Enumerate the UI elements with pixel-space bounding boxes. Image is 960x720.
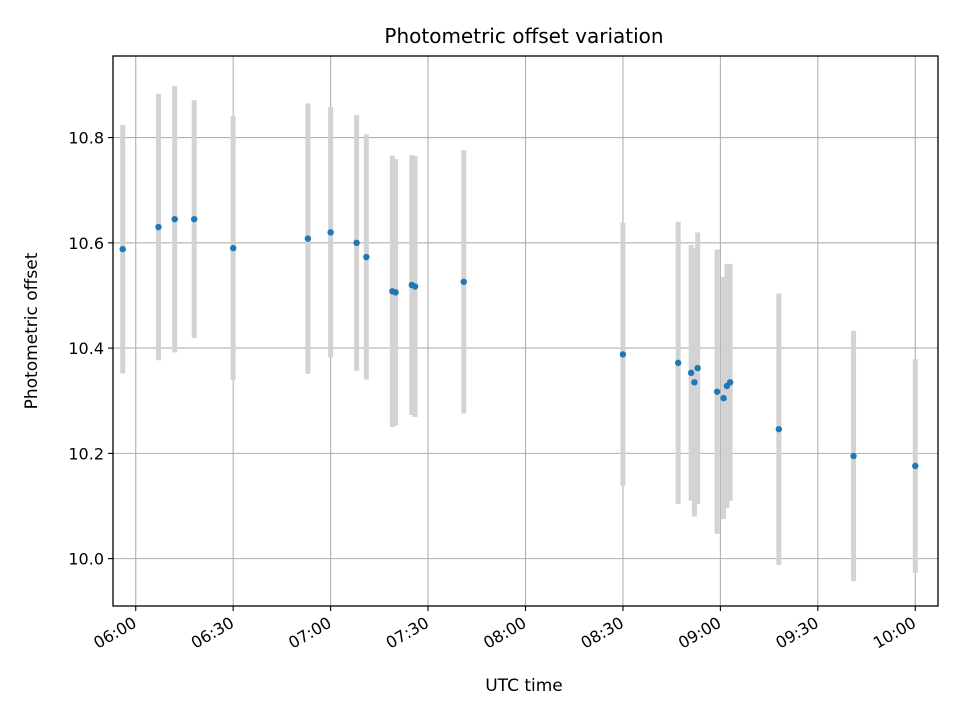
data-point — [304, 235, 312, 242]
data-point — [687, 369, 695, 377]
data-point — [694, 364, 701, 372]
data-point — [171, 215, 178, 223]
data-point — [720, 394, 727, 402]
data-point — [229, 244, 237, 252]
data-point — [327, 229, 334, 236]
y-axis-ticks: 10.0 10.2 10.4 10.6 10.8 — [68, 129, 113, 569]
data-point — [691, 379, 698, 386]
data-point — [619, 351, 627, 358]
data-point — [353, 239, 360, 247]
data-points — [119, 215, 919, 470]
y-tick-label: 10.4 — [68, 339, 104, 358]
y-tick-label: 10.2 — [68, 444, 104, 463]
data-point — [726, 379, 734, 386]
data-point — [850, 452, 857, 460]
data-point — [363, 253, 370, 261]
chart-title: Photometric offset variation — [384, 24, 663, 48]
data-point — [674, 359, 682, 367]
data-point — [775, 425, 783, 433]
data-point — [119, 245, 126, 253]
data-point — [155, 223, 162, 231]
y-tick-label: 10.6 — [68, 234, 104, 253]
x-axis-label: UTC time — [485, 676, 563, 696]
data-point — [411, 283, 419, 290]
data-point — [191, 215, 198, 223]
y-axis-label: Photometric offset — [22, 252, 42, 409]
data-point — [912, 462, 919, 470]
y-tick-label: 10.8 — [68, 129, 104, 148]
y-tick-label: 10.0 — [68, 550, 104, 569]
data-point — [460, 278, 467, 285]
data-point — [713, 388, 721, 395]
data-point — [392, 289, 399, 296]
